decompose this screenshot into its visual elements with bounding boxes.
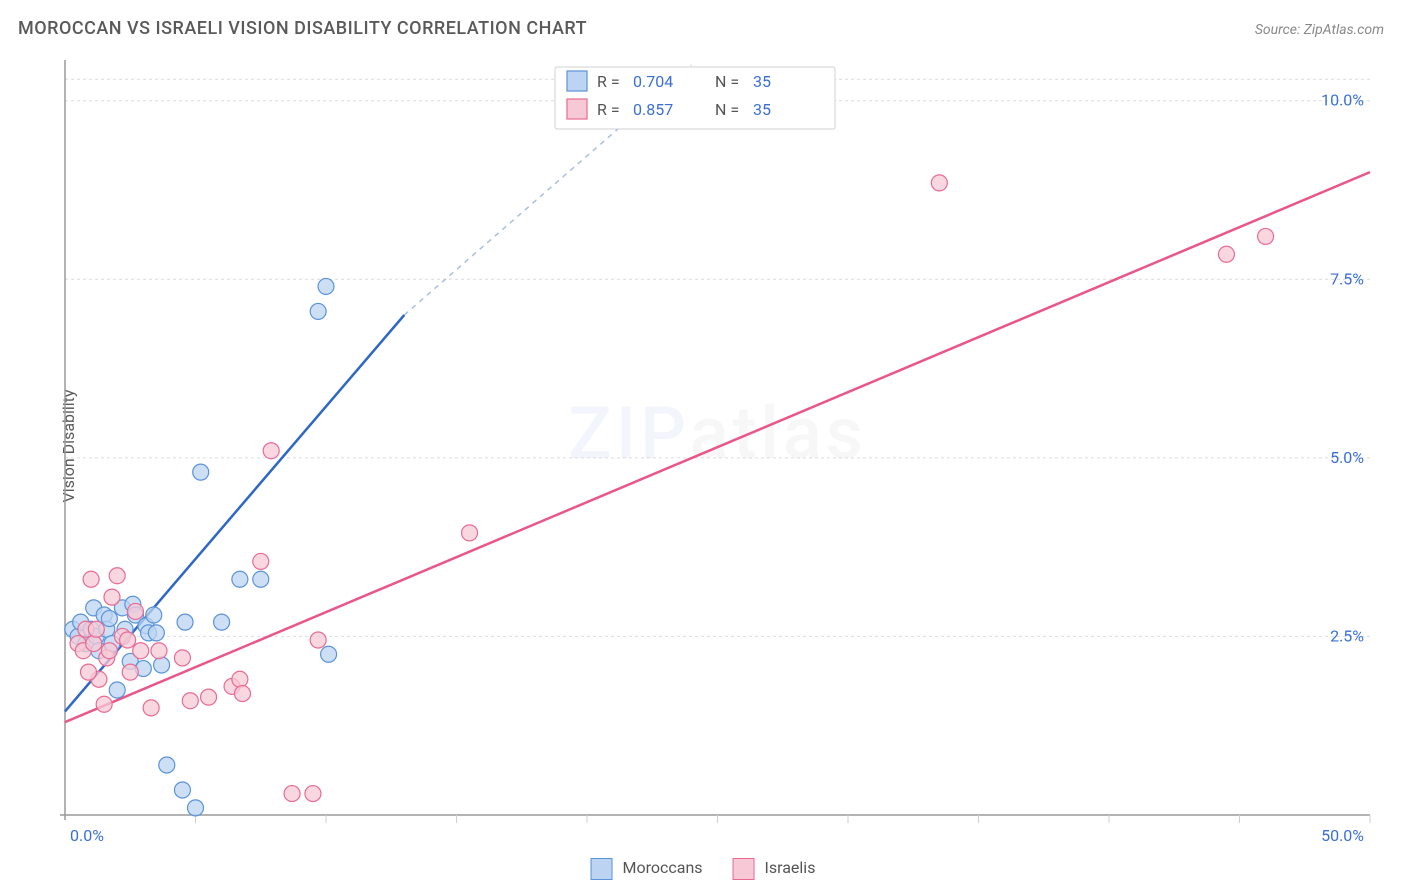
- svg-text:N =: N =: [715, 72, 739, 91]
- svg-text:R =: R =: [597, 72, 620, 91]
- svg-text:0.857: 0.857: [633, 100, 673, 119]
- svg-text:7.5%: 7.5%: [1330, 269, 1364, 288]
- swatch-israelis: [733, 858, 755, 880]
- svg-text:50.0%: 50.0%: [1321, 826, 1364, 845]
- correlation-chart: ZIPatlas2.5%5.0%7.5%10.0%0.0%50.0%R =0.7…: [50, 55, 1386, 845]
- series-legend: Moroccans Israelis: [591, 858, 816, 880]
- svg-text:5.0%: 5.0%: [1330, 448, 1364, 467]
- svg-text:N =: N =: [715, 100, 739, 119]
- swatch-moroccans: [591, 858, 613, 880]
- legend-label-moroccans: Moroccans: [623, 858, 703, 877]
- chart-title: MOROCCAN VS ISRAELI VISION DISABILITY CO…: [18, 18, 587, 39]
- legend-moroccans: Moroccans: [591, 858, 703, 880]
- svg-text:2.5%: 2.5%: [1330, 626, 1364, 645]
- legend-label-israelis: Israelis: [765, 858, 816, 877]
- source-attribution: Source: ZipAtlas.com: [1255, 22, 1384, 38]
- svg-text:10.0%: 10.0%: [1321, 91, 1364, 110]
- svg-text:R =: R =: [597, 100, 620, 119]
- legend-israelis: Israelis: [733, 858, 816, 880]
- svg-text:0.0%: 0.0%: [70, 826, 104, 845]
- svg-text:0.704: 0.704: [633, 72, 673, 91]
- svg-text:35: 35: [753, 72, 771, 91]
- svg-text:35: 35: [753, 100, 771, 119]
